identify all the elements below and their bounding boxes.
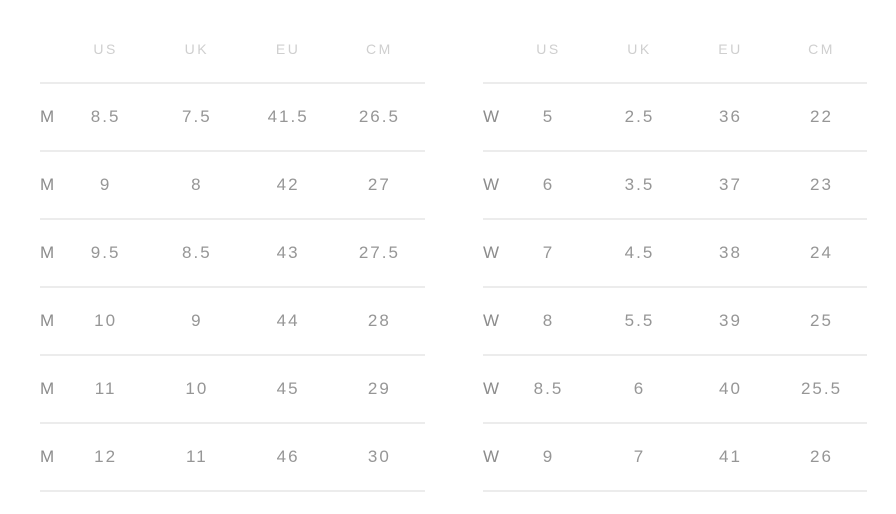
size-cell-uk: 8.5 xyxy=(182,243,212,262)
size-cell-cm: 30 xyxy=(367,447,391,466)
size-cell-uk: 4.5 xyxy=(624,243,655,262)
size-cell-eu: 45 xyxy=(276,379,300,398)
size-cell-cm: 27.5 xyxy=(358,243,400,262)
size-cell-eu: 44 xyxy=(276,311,300,330)
size-cell-eu: 36 xyxy=(719,107,742,126)
size-cell-cm: 25 xyxy=(810,311,833,330)
table-row: M 9.5 8.5 43 27.5 xyxy=(40,220,425,288)
size-cell-cm: 26.5 xyxy=(358,107,400,126)
size-cell-uk: 8 xyxy=(191,175,203,194)
size-cell-us: 8.5 xyxy=(90,107,121,126)
table-row: M 10 9 44 28 xyxy=(40,288,425,356)
gender-label: W xyxy=(483,379,500,398)
column-header-cm: CM xyxy=(808,41,835,57)
column-header-uk: UK xyxy=(184,41,210,57)
table-row: M 9 8 42 27 xyxy=(40,152,425,220)
size-cell-uk: 7.5 xyxy=(182,107,212,126)
table-row: M 8.5 7.5 41.5 26.5 xyxy=(40,84,425,152)
size-cell-eu: 41.5 xyxy=(267,107,309,126)
gender-label: M xyxy=(40,175,55,194)
size-cell-us: 7 xyxy=(542,243,555,262)
size-cell-cm: 26 xyxy=(810,447,833,466)
size-cell-uk: 3.5 xyxy=(624,175,655,194)
size-cell-us: 11 xyxy=(94,379,117,398)
size-cell-cm: 28 xyxy=(367,311,391,330)
table-row: W 9 7 41 26 xyxy=(483,424,867,492)
size-cell-uk: 2.5 xyxy=(624,107,655,126)
table-row: M 11 10 45 29 xyxy=(40,356,425,424)
size-cell-us: 9 xyxy=(542,447,555,466)
size-cell-us: 9 xyxy=(99,175,112,194)
womens-size-table: US UK EU CM W 5 2.5 36 22 W 6 3.5 37 23 … xyxy=(483,16,867,492)
gender-label: M xyxy=(40,311,55,330)
size-cell-eu: 46 xyxy=(276,447,300,466)
column-header-eu: EU xyxy=(718,41,743,57)
gender-label: W xyxy=(483,243,500,262)
size-cell-eu: 38 xyxy=(719,243,742,262)
size-cell-cm: 23 xyxy=(810,175,833,194)
size-cell-uk: 10 xyxy=(185,379,209,398)
size-cell-cm: 29 xyxy=(367,379,391,398)
size-cell-cm: 24 xyxy=(810,243,833,262)
size-cell-us: 6 xyxy=(542,175,555,194)
table-row: W 8.5 6 40 25.5 xyxy=(483,356,867,424)
table-row: M 12 11 46 30 xyxy=(40,424,425,492)
size-cell-us: 8.5 xyxy=(533,379,564,398)
size-cell-cm: 25.5 xyxy=(800,379,843,398)
size-cell-eu: 42 xyxy=(276,175,300,194)
size-cell-cm: 22 xyxy=(810,107,833,126)
size-cell-uk: 9 xyxy=(191,311,203,330)
mens-size-table: US UK EU CM M 8.5 7.5 41.5 26.5 M 9 8 42… xyxy=(40,16,425,492)
mens-header-row: US UK EU CM xyxy=(40,16,425,84)
size-cell-eu: 41 xyxy=(719,447,742,466)
size-cell-cm: 27 xyxy=(367,175,391,194)
size-cell-us: 9.5 xyxy=(90,243,121,262)
gender-label: M xyxy=(40,243,55,262)
size-cell-us: 12 xyxy=(94,447,118,466)
gender-label: W xyxy=(483,311,500,330)
size-cell-eu: 39 xyxy=(719,311,742,330)
gender-label: M xyxy=(40,379,55,398)
gender-label: M xyxy=(40,447,55,466)
table-row: W 8 5.5 39 25 xyxy=(483,288,867,356)
size-cell-uk: 7 xyxy=(633,447,646,466)
size-cell-us: 10 xyxy=(94,311,118,330)
womens-header-row: US UK EU CM xyxy=(483,16,867,84)
size-cell-uk: 5.5 xyxy=(624,311,655,330)
size-cell-eu: 40 xyxy=(719,379,742,398)
column-header-uk: UK xyxy=(627,41,652,57)
size-cell-eu: 37 xyxy=(719,175,742,194)
gender-label: W xyxy=(483,175,500,194)
column-header-us: US xyxy=(536,41,561,57)
size-cell-uk: 11 xyxy=(186,447,208,466)
size-cell-us: 5 xyxy=(542,107,555,126)
table-row: W 6 3.5 37 23 xyxy=(483,152,867,220)
column-header-eu: EU xyxy=(275,41,301,57)
gender-label: W xyxy=(483,447,500,466)
column-header-cm: CM xyxy=(365,41,393,57)
gender-label: W xyxy=(483,107,500,126)
size-cell-uk: 6 xyxy=(633,379,646,398)
table-row: W 7 4.5 38 24 xyxy=(483,220,867,288)
size-cell-eu: 43 xyxy=(276,243,300,262)
size-cell-us: 8 xyxy=(542,311,555,330)
gender-label: M xyxy=(40,107,55,126)
column-header-us: US xyxy=(93,41,118,57)
table-row: W 5 2.5 36 22 xyxy=(483,84,867,152)
